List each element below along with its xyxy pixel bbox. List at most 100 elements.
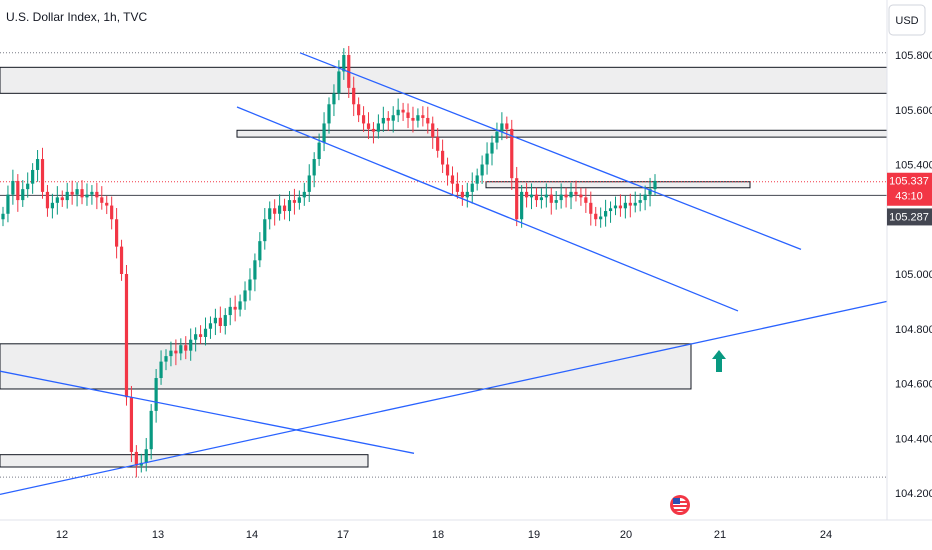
candle-body	[648, 189, 652, 195]
candle-body	[337, 71, 341, 94]
candle-body	[307, 175, 311, 192]
candle-body	[520, 191, 524, 220]
candle-body	[144, 449, 148, 463]
candle-body	[70, 191, 74, 195]
price-tick-label: 105.800	[895, 50, 932, 62]
candle-body	[460, 191, 464, 198]
candle-body	[524, 191, 529, 198]
candle-body	[263, 219, 267, 242]
time-axis[interactable]: 12 13 14 17 18 19 20 21 24	[56, 529, 832, 541]
candle-body	[45, 191, 50, 209]
candle-body	[613, 205, 618, 209]
candle-body	[465, 191, 469, 198]
candle-body	[194, 334, 198, 340]
candle-body	[297, 197, 301, 203]
candle-body	[75, 189, 79, 195]
time-tick-label: 18	[432, 529, 444, 541]
candle-body	[198, 334, 203, 337]
candle-body	[357, 104, 361, 116]
price-tick-label: 105.600	[895, 105, 932, 117]
trend-line	[236, 106, 739, 312]
candle-body	[253, 260, 257, 280]
candle-body	[470, 183, 474, 192]
candle-body	[129, 397, 134, 452]
candle-body	[559, 194, 563, 201]
last-price-value: 105.337	[889, 176, 929, 188]
currency-label: USD	[895, 15, 918, 27]
candle-body	[421, 115, 425, 118]
candle-body	[599, 216, 603, 220]
candle-body	[445, 164, 450, 176]
candle-body	[317, 142, 321, 160]
candle-body	[416, 115, 420, 121]
candle-body	[85, 194, 89, 198]
candle-body	[149, 410, 153, 450]
candle-body	[386, 117, 390, 121]
candle-body	[574, 191, 578, 195]
candle-body	[233, 306, 237, 310]
candle-body	[134, 451, 138, 466]
candle-body	[124, 274, 129, 398]
candle-body	[485, 153, 489, 165]
candle-body	[322, 123, 326, 143]
candle-body	[475, 175, 479, 184]
time-tick-label: 20	[620, 529, 632, 541]
candle-body	[115, 219, 119, 247]
candle-body	[105, 202, 109, 206]
candle-body	[628, 202, 632, 206]
candle-body	[638, 200, 642, 203]
candlestick-series	[1, 45, 657, 478]
candle-body	[208, 323, 213, 329]
candle-body	[16, 180, 20, 201]
price-tick-label: 104.200	[895, 488, 932, 500]
candle-body	[278, 205, 282, 214]
candle-body	[159, 361, 163, 379]
candle-body	[381, 117, 385, 124]
candle-body	[1, 213, 5, 220]
us-flag-event-icon[interactable]	[670, 495, 690, 515]
candle-body	[515, 178, 519, 220]
candle-body	[223, 315, 227, 327]
currency-button[interactable]: USD	[888, 4, 926, 36]
candle-body	[95, 191, 99, 198]
candle-body	[352, 87, 356, 105]
candle-body	[431, 123, 435, 138]
trend-line	[0, 300, 888, 496]
candle-body	[455, 183, 460, 192]
candle-body	[564, 194, 568, 198]
candle-body	[653, 180, 657, 190]
candle-body	[179, 345, 183, 354]
price-axis[interactable]: 105.800 105.600 105.400 105.000 104.800 104.6…	[895, 50, 932, 500]
candle-body	[154, 378, 158, 411]
candle-body	[287, 200, 292, 212]
zone-rect	[485, 181, 751, 189]
chart-title: U.S. Dollar Index, 1h, TVC	[6, 10, 148, 24]
candle-body	[401, 109, 405, 113]
candle-body	[60, 197, 64, 201]
candle-body	[529, 194, 534, 198]
candle-body	[110, 205, 114, 220]
price-tick-label: 104.400	[895, 433, 932, 445]
candle-body	[31, 169, 35, 184]
time-tick-label: 19	[528, 529, 540, 541]
candle-body	[248, 279, 252, 291]
zone-rect	[236, 129, 888, 138]
candle-body	[26, 183, 30, 190]
candle-body	[243, 290, 247, 302]
candle-body	[376, 123, 380, 132]
candle-body	[55, 197, 59, 203]
candle-body	[119, 246, 124, 274]
candle-body	[361, 115, 366, 124]
candle-body	[623, 202, 627, 209]
candle-body	[327, 104, 331, 124]
price-tick-label: 105.400	[895, 160, 932, 172]
time-tick-label: 14	[246, 529, 258, 541]
candle-body	[342, 55, 346, 72]
candle-body	[604, 211, 608, 217]
candle-body	[534, 194, 539, 201]
candle-body	[35, 159, 40, 170]
candle-body	[426, 117, 430, 124]
candle-body	[174, 350, 178, 354]
candle-body	[549, 194, 553, 203]
